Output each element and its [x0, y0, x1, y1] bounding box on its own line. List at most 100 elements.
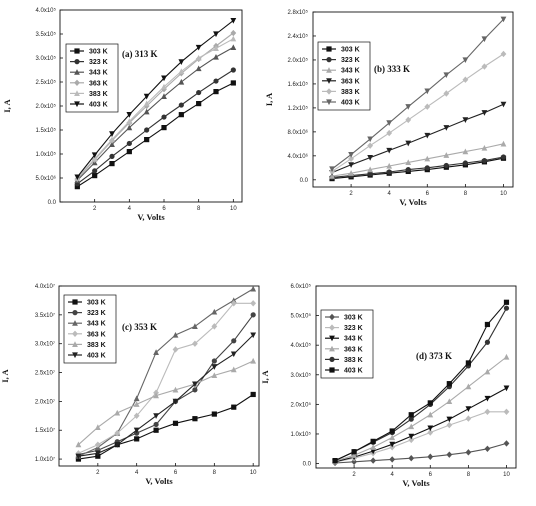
data-point	[386, 169, 392, 175]
data-point	[133, 401, 140, 407]
legend-marker	[72, 352, 78, 359]
data-point	[481, 144, 488, 151]
legend-box	[65, 43, 119, 113]
data-point	[250, 332, 257, 339]
legend-label: 343 K	[87, 321, 106, 328]
legend-marker	[74, 69, 80, 75]
data-point	[503, 408, 510, 415]
y-tick-label: 3.5x10⁷	[35, 312, 55, 319]
plot-frame	[315, 285, 517, 469]
data-point	[213, 78, 219, 84]
data-point	[94, 424, 101, 430]
data-point	[178, 78, 185, 85]
data-point	[427, 425, 434, 432]
data-point	[408, 412, 414, 418]
data-point	[133, 412, 140, 420]
series-line	[76, 46, 234, 181]
y-tick-label: 1.0x10⁵	[290, 431, 311, 438]
data-point	[192, 381, 198, 388]
data-point	[144, 137, 150, 143]
series-line	[331, 103, 504, 174]
data-point	[481, 158, 488, 164]
legend-marker	[74, 101, 80, 108]
legend-marker	[72, 310, 78, 316]
data-point	[503, 299, 510, 305]
data-point	[153, 421, 159, 428]
data-point	[500, 101, 507, 108]
legend-label: 363 K	[87, 331, 106, 338]
y-tick-label: 0.0	[303, 462, 312, 468]
data-point	[329, 173, 335, 179]
data-point	[195, 54, 202, 61]
data-point	[503, 385, 510, 392]
data-point	[230, 300, 237, 307]
y-tick-label: 4.0x10⁷	[35, 283, 55, 290]
x-tick-label: 4	[391, 472, 395, 478]
data-point	[370, 448, 377, 455]
x-tick-label: 10	[230, 206, 237, 212]
data-point	[230, 35, 237, 42]
data-point	[329, 166, 335, 173]
data-point	[427, 429, 434, 436]
data-point	[172, 331, 179, 338]
x-tick-label: 2	[352, 472, 356, 478]
panel-d: 2 4 6 8 10 0.0 1.0x10⁵ 2.0x10⁵ 3.0x10⁵ 4.0x10⁵ 5.0…	[260, 283, 517, 488]
legend-label: 383 K	[344, 357, 363, 364]
data-point	[443, 152, 450, 158]
legend-label: 303 K	[344, 315, 363, 322]
data-point	[213, 89, 219, 95]
legend-label: 363 K	[89, 80, 108, 87]
data-point	[143, 100, 150, 107]
x-tick-label: 8	[213, 470, 217, 476]
data-point	[172, 346, 179, 353]
data-point	[389, 428, 395, 434]
data-point	[348, 162, 354, 168]
data-point	[196, 101, 202, 107]
data-point	[231, 338, 237, 344]
data-point	[484, 321, 491, 328]
data-point	[443, 72, 450, 79]
data-point	[91, 155, 98, 162]
data-point	[500, 140, 507, 147]
data-point	[443, 125, 450, 131]
series-343-k	[329, 140, 507, 179]
x-tick-label: 6	[426, 191, 430, 197]
series-363-k	[329, 101, 507, 176]
data-point	[250, 285, 257, 292]
data-point	[446, 416, 453, 423]
legend-box	[63, 294, 117, 364]
data-point	[427, 400, 433, 406]
y-axis-label: I, A	[260, 370, 270, 384]
data-point	[75, 441, 82, 448]
y-tick-label: 2.0x10⁵	[290, 401, 311, 408]
data-point	[370, 457, 377, 464]
legend-marker	[326, 57, 332, 63]
data-point	[172, 398, 179, 405]
legend-label: 343 K	[341, 68, 360, 75]
data-point	[348, 170, 354, 176]
data-point	[230, 29, 237, 37]
y-tick-label: 0.0	[300, 178, 309, 184]
y-tick-label: 3.0x10⁷	[35, 341, 55, 348]
series-line	[76, 38, 234, 179]
legend-marker	[326, 78, 332, 84]
x-tick-label: 10	[250, 470, 257, 476]
series-403-k	[332, 299, 510, 464]
data-point	[481, 63, 488, 70]
x-tick-label: 6	[162, 206, 166, 212]
legend-marker	[72, 330, 78, 337]
data-point	[424, 103, 431, 110]
data-point	[230, 67, 236, 73]
y-axis-label: I, A	[0, 369, 10, 383]
data-point	[211, 308, 218, 315]
data-point	[405, 104, 412, 110]
data-point	[178, 59, 185, 65]
data-point	[230, 17, 237, 24]
data-point	[462, 76, 469, 83]
data-point	[192, 340, 198, 347]
y-tick-label: 2.5x10⁵	[35, 79, 56, 86]
series-line	[334, 411, 507, 463]
x-axis-label: V, Volts	[145, 476, 173, 486]
legend-label: 383 K	[89, 91, 108, 98]
